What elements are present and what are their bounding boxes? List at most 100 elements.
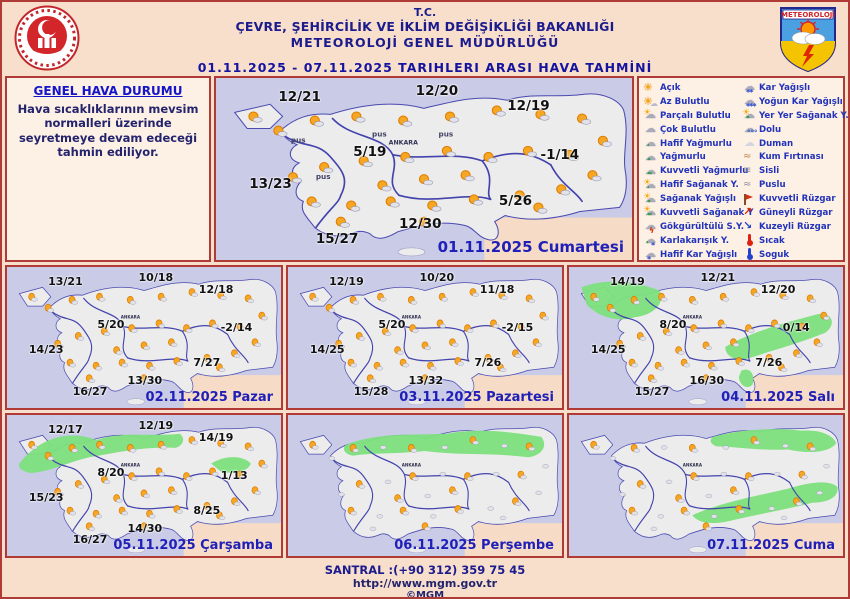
legend-item-label: Parçalı Bulutlu bbox=[660, 110, 731, 121]
svg-text:pus: pus bbox=[316, 172, 331, 181]
temperature-label: 12/30 bbox=[399, 216, 442, 233]
legend-item: ☀ ☁ ''' Kuvvetli Sağanak Y bbox=[643, 205, 753, 222]
legend-item: ☁ °°° Dolu bbox=[742, 123, 841, 137]
temperature-label: 10/18 bbox=[138, 271, 174, 285]
temperature-label: -2/15 bbox=[501, 320, 534, 334]
map-date-label: 05.11.2025 Çarşamba bbox=[113, 538, 273, 553]
weather-icon: ☀ ☁ '' bbox=[742, 108, 755, 125]
temperature-label: 7/26 bbox=[474, 355, 502, 369]
temperature-label: 14/30 bbox=[127, 522, 163, 536]
svg-text:ANKARA: ANKARA bbox=[389, 140, 419, 147]
legend-item: ☁ ' * Karlakarışık Y. bbox=[643, 234, 742, 250]
svg-text:ANKARA: ANKARA bbox=[683, 462, 703, 468]
legend-item-label: Az Bulutlu bbox=[660, 96, 710, 107]
temperature-label: 14/25 bbox=[590, 343, 626, 357]
legend-item-label: Kuzeyli Rüzgar bbox=[759, 221, 831, 232]
forecast-date-range: 01.11.2025 - 07.11.2025 TARIHLERI ARASI … bbox=[197, 60, 653, 75]
temperature-label: -2/14 bbox=[220, 320, 253, 334]
temperature-label: 12/21 bbox=[278, 88, 321, 105]
temperature-label: 16/27 bbox=[72, 533, 108, 547]
forecast-map-day4: ANKARA 14/19 12/21 12/20 8/20 0/14 14/25 7/26 1… bbox=[567, 265, 845, 410]
temperature-label: 10/20 bbox=[419, 271, 455, 285]
legend-item: ☀ ☁ '' Sağanak Yağışlı bbox=[643, 192, 742, 207]
temperature-label: 12/20 bbox=[415, 83, 459, 100]
weather-icon: ☁ bbox=[645, 122, 656, 136]
weather-icon: ≈ bbox=[743, 150, 752, 162]
forecast-map-day1: ANKARA pus pus pus pus 12/21 12/20 12/19 5/19 -1… bbox=[214, 76, 634, 262]
legend-item: Sıcak bbox=[742, 234, 841, 248]
turkey-map-svg: ANKARA bbox=[7, 426, 281, 556]
temperature-label: 13/23 bbox=[249, 176, 292, 193]
legend-item: ↘ Kuzeyli Rüzgar bbox=[742, 220, 841, 234]
ministry-logo bbox=[14, 5, 80, 71]
legend-item-label: Soguk bbox=[759, 249, 790, 260]
turkey-map-svg: ANKARA bbox=[288, 278, 562, 408]
legend-item: ☁ ' Hafif Yağmurlu bbox=[643, 137, 742, 152]
legend-item-label: Sağanak Yağışlı bbox=[660, 194, 736, 205]
temperature-label: 16/30 bbox=[689, 374, 725, 388]
svg-text:METEOROLOJİ: METEOROLOJİ bbox=[781, 10, 835, 19]
forecast-map-day7: ANKARA 07.11.2025 Cuma bbox=[567, 413, 845, 558]
temperature-label: 7/26 bbox=[755, 355, 783, 369]
legend-item: Soguk bbox=[742, 248, 841, 262]
temperature-label: 15/27 bbox=[315, 230, 359, 247]
temperature-label: 12/17 bbox=[48, 423, 83, 437]
temperature-label: 14/19 bbox=[610, 275, 645, 289]
footer-copyright: ©MGM bbox=[405, 590, 445, 599]
map-date-label: 03.11.2025 Pazartesi bbox=[399, 390, 554, 405]
legend-item-label: Kar Yağışlı bbox=[759, 82, 811, 93]
temperature-label: 15/23 bbox=[28, 491, 64, 505]
legend-item: ☁ ϟ Gökgürültülü S.Y. bbox=[643, 219, 744, 236]
footer-phone: SANTRAL :(+90 312) 359 75 45 bbox=[324, 563, 526, 577]
temperature-label: 11/18 bbox=[479, 282, 515, 296]
map-date-label: 01.11.2025 Cumartesi bbox=[437, 238, 624, 256]
forecast-map-day3: ANKARA 12/19 10/20 11/18 5/20 -2/15 14/25 7/26… bbox=[286, 265, 564, 410]
map-date-label: 07.11.2025 Cuma bbox=[707, 538, 835, 553]
footer: SANTRAL :(+90 312) 359 75 45 http://www.… bbox=[2, 558, 848, 599]
legend-item-label: Duman bbox=[759, 138, 794, 149]
weather-icon: ≈ bbox=[743, 178, 752, 190]
temperature-label: 8/20 bbox=[97, 465, 125, 479]
legend-item-label: Yoğun Kar Yağışlı bbox=[759, 96, 843, 107]
temperature-label: 8/25 bbox=[193, 503, 221, 517]
weather-icon: ☀ bbox=[643, 81, 653, 95]
legend-item-label: Kum Fırtınası bbox=[759, 152, 824, 163]
legend-panel: ☀ Açık ☀ ☁ Az Bulutlu ☀ ☁ Parçalı Bulutlu … bbox=[637, 76, 848, 264]
legend-item: ☀ ☁ '' Yer Yer Sağanak Y. bbox=[742, 108, 848, 125]
footer-url[interactable]: http://www.mgm.gov.tr bbox=[352, 577, 498, 590]
weather-icon: ☁ ϟ bbox=[645, 219, 656, 236]
weather-icon: ☁ *** bbox=[744, 94, 757, 112]
forecast-map-day6: ANKARA 06.11.2025 Perşembe bbox=[286, 413, 564, 558]
forecast-map-day2: ANKARA 13/21 10/18 12/18 5/20 -2/14 14/23 7/27… bbox=[5, 265, 283, 410]
weather-icon bbox=[742, 234, 757, 247]
legend-item-label: Puslu bbox=[759, 180, 786, 191]
temperature-label: 8/20 bbox=[659, 317, 687, 331]
legend-item-label: Dolu bbox=[759, 124, 782, 135]
temperature-label: 13/30 bbox=[127, 374, 163, 388]
svg-text:ANKARA: ANKARA bbox=[121, 462, 141, 468]
svg-text:ANKARA: ANKARA bbox=[121, 314, 141, 320]
legend-item-label: Hafif Sağanak Y. bbox=[660, 180, 739, 191]
temperature-label: 12/18 bbox=[198, 282, 234, 296]
legend-item-label: Yer Yer Sağanak Y. bbox=[759, 110, 849, 121]
header: T.C. ÇEVRE, ŞEHİRCİLİK VE İKLİM DEĞİŞİKL… bbox=[2, 2, 848, 76]
general-weather-text: Hava sıcaklıklarının mevsim normalleri ü… bbox=[17, 102, 199, 160]
legend-item: ☀ ☁ ' Hafif Sağanak Y. bbox=[643, 177, 742, 194]
weather-icon: ☀ ☁ ' bbox=[643, 177, 656, 194]
turkey-map-svg: ANKARA bbox=[288, 426, 562, 556]
legend-item-label: Hafif Kar Yağışlı bbox=[660, 249, 738, 260]
legend-item-label: Yağmurlu bbox=[660, 152, 706, 163]
weather-icon: ☀ ☁ ''' bbox=[643, 205, 656, 222]
legend-item: ≈ Kum Fırtınası bbox=[742, 150, 841, 164]
legend-item: ☁ * Hafif Kar Yağışlı bbox=[643, 248, 742, 264]
map-date-label: 02.11.2025 Pazar bbox=[145, 390, 273, 405]
legend-item: ☁ '' Yağmurlu bbox=[643, 150, 742, 166]
legend-item-label: Sisli bbox=[759, 166, 780, 177]
legend-item-label: Kuvvetli Rüzgar bbox=[759, 194, 836, 205]
weather-icon: ☁ bbox=[744, 136, 755, 149]
forecast-map-day5: ANKARA 12/17 12/19 14/19 8/20 1/13 15/23 8/25 1… bbox=[5, 413, 283, 558]
temperature-label: 14/19 bbox=[198, 430, 234, 444]
svg-text:ANKARA: ANKARA bbox=[402, 314, 422, 320]
svg-text:pus: pus bbox=[439, 130, 454, 139]
